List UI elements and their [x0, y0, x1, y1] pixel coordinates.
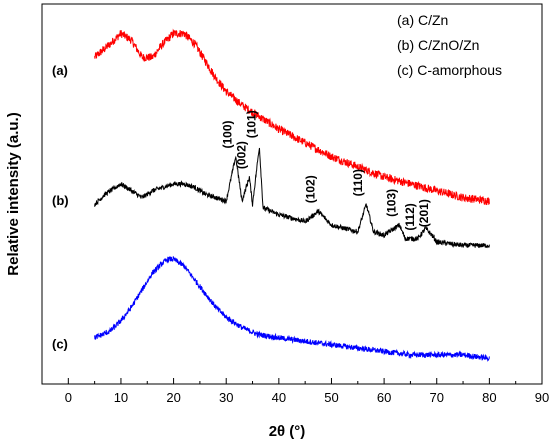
peak-label: (103) [384, 189, 398, 217]
plot-frame [41, 3, 543, 385]
x-axis-label: 2θ (°) [269, 423, 306, 440]
series-tags: (a) (b) (c) [52, 63, 69, 352]
peak-label: (102) [303, 175, 317, 203]
x-tick-label: 10 [114, 390, 128, 405]
x-tick-label: 20 [166, 390, 180, 405]
peak-label: (100) [221, 120, 235, 148]
legend-entry-a: (a) C/Zn [397, 12, 448, 28]
series-lines [94, 28, 490, 362]
x-axis-ticks: 0 10 20 30 40 50 60 70 80 90 [65, 378, 549, 405]
series-line-c [94, 256, 490, 362]
peak-label: (110) [351, 169, 365, 196]
y-axis-label: Relative intensity (a.u.) [5, 112, 22, 275]
series-tag-c: (c) [52, 337, 68, 352]
legend-entry-c: (c) C-amorphous [397, 62, 502, 78]
series-line-a [94, 28, 490, 206]
x-tick-label: 40 [272, 390, 286, 405]
legend-entry-b: (b) C/ZnO/Zn [397, 37, 479, 53]
series-tag-b: (b) [52, 193, 69, 208]
peak-label: (112) [403, 203, 417, 230]
peak-label: (101) [244, 110, 258, 138]
peak-labels: (100)(002) (101) (102) (110) (103) (112) (201) [221, 110, 431, 230]
peak-label: (201) [417, 199, 431, 227]
x-tick-label: 30 [219, 390, 233, 405]
x-tick-label: 50 [324, 390, 338, 405]
x-tick-label: 0 [65, 390, 72, 405]
x-tick-label: 70 [430, 390, 444, 405]
x-tick-label: 60 [377, 390, 391, 405]
series-line-b [94, 147, 490, 249]
series-tag-a: (a) [52, 63, 68, 78]
x-tick-label: 80 [482, 390, 496, 405]
legend: (a) C/Zn (b) C/ZnO/Zn (c) C-amorphous [397, 12, 502, 78]
x-tick-label: 90 [535, 390, 549, 405]
peak-label: (002) [234, 141, 248, 169]
